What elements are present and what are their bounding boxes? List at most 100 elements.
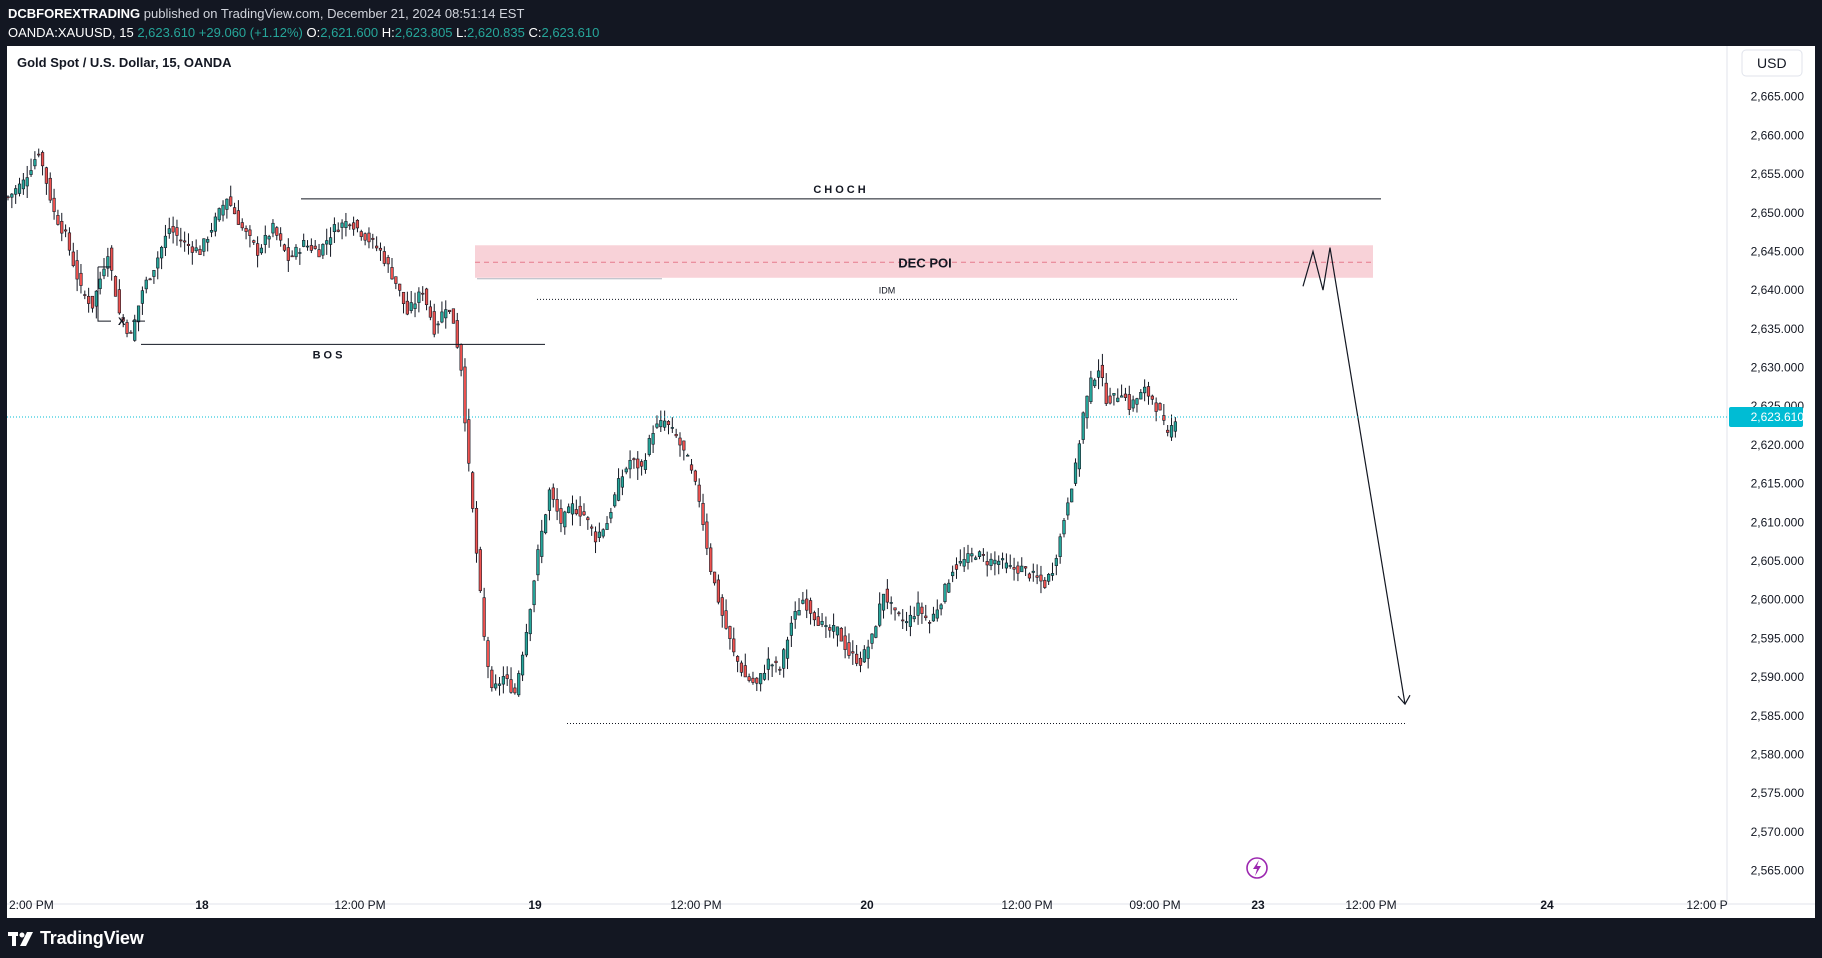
candle-down bbox=[148, 278, 152, 281]
time-axis[interactable]: 2:00 PM 18 12:00 PM 19 12:00 PM 20 12:00 PM 09:… bbox=[7, 898, 1815, 912]
candle-down bbox=[279, 233, 283, 241]
candle-down bbox=[171, 226, 175, 233]
candle-up bbox=[209, 230, 214, 233]
price-tick-label: 2,635.000 bbox=[1751, 322, 1805, 336]
lightning-icon[interactable] bbox=[1246, 857, 1268, 879]
candle-up bbox=[33, 159, 37, 167]
candle-down bbox=[244, 228, 248, 232]
chart-area[interactable]: DEC POI CHOCH BOS IDM X Gold Spot / U.S. Dol… bbox=[7, 46, 1815, 918]
candle-up bbox=[831, 625, 836, 632]
author-name[interactable]: DCBFOREXTRADING bbox=[8, 6, 141, 21]
dec-poi-label: DEC POI bbox=[898, 255, 951, 270]
candle-up bbox=[620, 476, 624, 488]
candle-down bbox=[455, 320, 459, 348]
price-chart[interactable]: DEC POI CHOCH BOS IDM X Gold Spot / U.S. Dol… bbox=[7, 46, 1815, 918]
candle-down bbox=[709, 547, 713, 572]
candle-down bbox=[421, 292, 425, 295]
candle-up bbox=[267, 236, 271, 240]
candle-up bbox=[524, 632, 528, 656]
candle-down bbox=[689, 464, 694, 471]
candle-down bbox=[839, 627, 843, 642]
candle-down bbox=[7, 196, 10, 199]
candle-down bbox=[348, 224, 352, 227]
candle-up bbox=[547, 489, 552, 511]
candle-up bbox=[21, 179, 25, 190]
candle-down bbox=[697, 484, 701, 502]
candle-up bbox=[670, 427, 674, 429]
candle-up bbox=[643, 460, 648, 470]
candle-up bbox=[820, 620, 824, 625]
candle-up bbox=[870, 633, 874, 644]
candle-down bbox=[309, 245, 313, 251]
candle-up bbox=[136, 305, 141, 323]
price-axis[interactable]: 2,665.000 2,660.000 2,655.000 2,650.000 2,64… bbox=[1726, 46, 1805, 904]
price-change: +29.060 (+1.12%) bbox=[198, 25, 303, 40]
candle-up bbox=[759, 673, 763, 685]
projection-path bbox=[1302, 247, 1406, 705]
candle-down bbox=[113, 276, 118, 297]
close-label: C: bbox=[528, 25, 542, 40]
symbol-label: OANDA:XAUUSD, 15 bbox=[8, 25, 134, 40]
candle-up bbox=[340, 222, 344, 228]
candle-down bbox=[636, 458, 640, 469]
candle-up bbox=[1000, 558, 1005, 561]
candle-down bbox=[474, 507, 479, 554]
candle-down bbox=[428, 306, 433, 318]
candle-up bbox=[939, 604, 943, 610]
footer: TradingView bbox=[0, 918, 1822, 958]
candle-down bbox=[712, 571, 717, 584]
candle-down bbox=[87, 295, 91, 304]
candle-up bbox=[305, 245, 310, 248]
candle-up bbox=[989, 558, 993, 566]
candle-down bbox=[1104, 382, 1108, 404]
candle-up bbox=[1089, 377, 1093, 402]
candle-up bbox=[206, 239, 210, 243]
candle-down bbox=[1150, 395, 1154, 400]
low-label: L: bbox=[456, 25, 468, 40]
candle-up bbox=[29, 170, 33, 175]
candle-down bbox=[336, 229, 340, 232]
candle-down bbox=[808, 600, 813, 614]
candle-down bbox=[401, 291, 406, 304]
candle-up bbox=[766, 658, 770, 670]
candle-down bbox=[1023, 566, 1028, 569]
candle-up bbox=[931, 613, 936, 622]
candle-up bbox=[866, 646, 870, 659]
candle-up bbox=[494, 683, 498, 689]
candle-up bbox=[271, 222, 275, 234]
tradingview-logo[interactable]: TradingView bbox=[8, 928, 144, 949]
candle-up bbox=[413, 303, 417, 309]
time-tick-label: 2:00 PM bbox=[9, 898, 54, 912]
candle-down bbox=[121, 317, 125, 322]
candle-down bbox=[382, 251, 386, 264]
candle-up bbox=[874, 626, 878, 638]
candle-up bbox=[102, 268, 106, 277]
candle-up bbox=[862, 649, 866, 663]
candle-up bbox=[1116, 397, 1120, 402]
price-tick-label: 2,620.000 bbox=[1751, 438, 1805, 452]
candle-up bbox=[25, 177, 29, 187]
currency-label: USD bbox=[1757, 55, 1787, 71]
candle-down bbox=[920, 606, 924, 614]
price-tick-label: 2,575.000 bbox=[1751, 786, 1805, 800]
candle-down bbox=[732, 638, 736, 653]
candle-down bbox=[574, 509, 578, 515]
price-tick-label: 2,660.000 bbox=[1751, 128, 1805, 142]
candle-up bbox=[1020, 565, 1024, 573]
candle-up bbox=[785, 639, 790, 659]
candle-down bbox=[1039, 574, 1043, 582]
price-tick-label: 2,665.000 bbox=[1751, 90, 1805, 104]
price-tick-label: 2,590.000 bbox=[1751, 670, 1805, 684]
candle-up bbox=[997, 560, 1001, 565]
candle-up bbox=[958, 561, 962, 564]
time-tick-label: 12:00 PM bbox=[1001, 898, 1052, 912]
candle-down bbox=[467, 419, 471, 464]
candle-up bbox=[770, 664, 774, 667]
idm-label: IDM bbox=[879, 285, 896, 295]
currency-button[interactable]: USD bbox=[1741, 49, 1803, 77]
candle-up bbox=[1047, 574, 1051, 582]
candle-down bbox=[398, 283, 402, 291]
chart-header: DCBFOREXTRADING published on TradingView… bbox=[0, 0, 1822, 46]
candle-up bbox=[1031, 570, 1035, 573]
candle-up bbox=[663, 420, 667, 428]
